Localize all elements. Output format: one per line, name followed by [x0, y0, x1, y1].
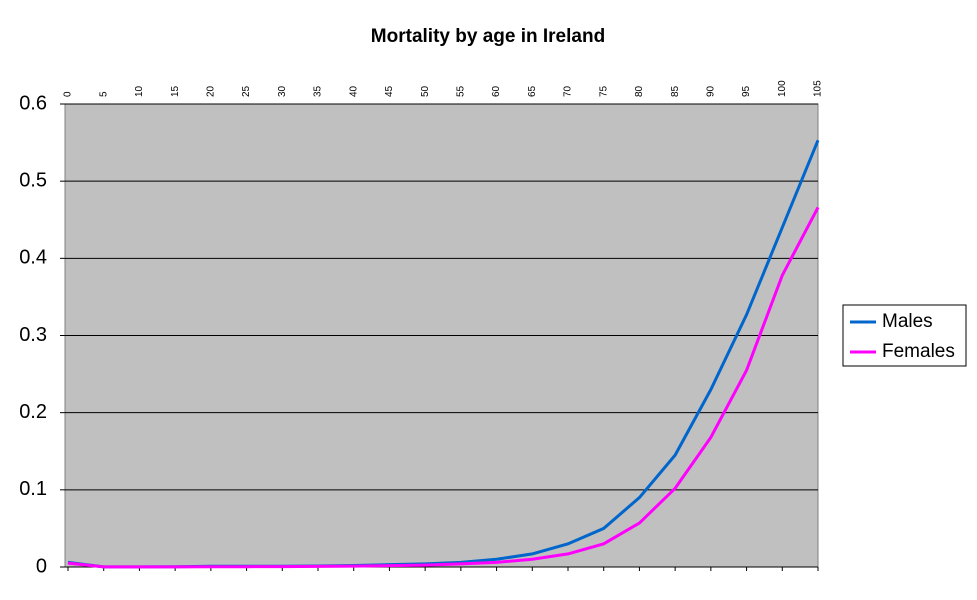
x-tick-label: 80 [634, 85, 645, 97]
x-tick-label: 50 [420, 85, 431, 97]
y-tick-label: 0.5 [19, 169, 47, 191]
y-tick-label: 0.1 [19, 478, 47, 500]
y-tick-label: 0 [36, 555, 47, 577]
x-tick-label: 40 [348, 85, 359, 97]
x-tick-label: 55 [455, 85, 466, 97]
x-tick-label: 70 [563, 85, 574, 97]
x-tick-label: 20 [205, 85, 216, 97]
x-tick-label: 65 [527, 85, 538, 97]
x-tick-label: 5 [98, 91, 109, 97]
x-tick-label: 60 [491, 85, 502, 97]
x-tick-label: 100 [777, 80, 788, 97]
chart-title: Mortality by age in Ireland [371, 26, 605, 47]
x-tick-label: 35 [313, 85, 324, 97]
x-tick-label: 30 [277, 85, 288, 97]
y-tick-label: 0.4 [19, 247, 47, 269]
x-tick-label: 10 [134, 85, 145, 97]
line-series [67, 206, 820, 569]
x-tick-label: 85 [670, 85, 681, 97]
x-tick-label: 45 [384, 85, 395, 97]
x-tick-label: 95 [741, 85, 752, 97]
x-tick-label: 75 [598, 85, 609, 97]
x-tick-label: 15 [170, 85, 181, 97]
y-tick-label: 0.3 [19, 324, 47, 346]
x-tick-label: 90 [705, 85, 716, 97]
x-tick-label: 0 [63, 91, 74, 97]
x-tick-label: 25 [241, 85, 252, 97]
legend-label: Males [882, 311, 933, 332]
y-tick-label: 0.2 [19, 401, 47, 423]
x-tick-label: 105 [813, 80, 824, 97]
legend-box [842, 304, 967, 367]
y-tick-label: 0.6 [19, 92, 47, 114]
legend-label: Females [882, 341, 955, 362]
